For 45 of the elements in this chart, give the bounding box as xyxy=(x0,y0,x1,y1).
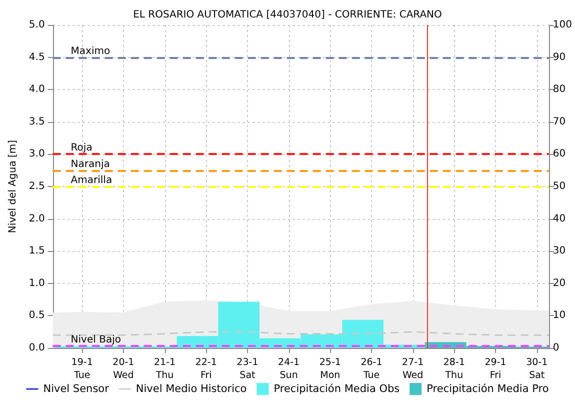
y2-tick-label: 10 xyxy=(552,310,566,322)
y-tick-label: 4.0 xyxy=(28,84,45,96)
y2-tick-label: 20 xyxy=(552,278,566,289)
y-tick-label: 5.0 xyxy=(28,20,45,30)
x-tick-label: 23-1 Sat xyxy=(236,357,258,381)
y-tick-label: 3.0 xyxy=(28,148,45,160)
legend-label: Nivel Sensor xyxy=(43,383,110,395)
y-axis-title: Nivel del Agua [m] xyxy=(8,140,18,234)
y2-tick-label: 60 xyxy=(552,148,566,160)
ref-line-label: Nivel Bajo xyxy=(70,334,121,346)
y-tick-label: 0.5 xyxy=(28,310,45,322)
y2-tick-label: 50 xyxy=(552,181,566,192)
x-tick-label: 21-1 Thu xyxy=(154,357,176,381)
ref-line-label: Naranja xyxy=(70,158,110,170)
y-tick-label: 1.0 xyxy=(28,278,45,289)
x-tick-label: 29-1 Fri xyxy=(484,357,506,381)
x-tick-label: 26-1 Tue xyxy=(360,357,382,381)
y2-tick-label: 30 xyxy=(552,246,566,257)
x-tick-label: 20-1 Wed xyxy=(112,357,134,381)
y2-tick-label: 100 xyxy=(552,20,572,30)
legend-label: Precipitación Media Pro xyxy=(426,383,549,395)
x-tick-label: 30-1 Sat xyxy=(526,357,548,381)
ref-line-label: Amarilla xyxy=(70,175,112,186)
ref-line-label: Roja xyxy=(70,142,92,154)
y-tick-label: 1.5 xyxy=(28,246,45,257)
chart-title: EL ROSARIO AUTOMATICA [44037040] - CORRIENTE: CARANO xyxy=(133,10,442,20)
y2-tick-label: 0 xyxy=(552,342,560,354)
x-tick-label: 22-1 Fri xyxy=(195,357,217,381)
y-tick-label: 2.0 xyxy=(28,213,45,224)
x-tick-label: 28-1 Thu xyxy=(443,357,465,381)
y-tick-label: 2.5 xyxy=(28,181,45,192)
y-tick-label: 0.0 xyxy=(28,342,45,354)
ref-line-label: Maximo xyxy=(70,46,110,57)
x-tick-label: 24-1 Sun xyxy=(278,357,300,381)
y-tick-label: 4.5 xyxy=(28,52,45,63)
y-tick-label: 3.5 xyxy=(28,116,45,128)
y2-tick-label: 70 xyxy=(552,116,566,128)
y2-tick-label: 80 xyxy=(552,84,566,96)
x-tick-label: 19-1 Tue xyxy=(71,357,93,381)
y2-tick-label: 40 xyxy=(552,213,566,224)
x-tick-label: 25-1 Mon xyxy=(319,357,341,381)
legend-label: Nivel Medio Historico xyxy=(136,383,247,395)
y2-tick-label: 90 xyxy=(552,52,566,63)
legend-label: Precipitación Media Obs xyxy=(274,383,400,395)
x-tick-label: 27-1 Wed xyxy=(402,357,424,381)
